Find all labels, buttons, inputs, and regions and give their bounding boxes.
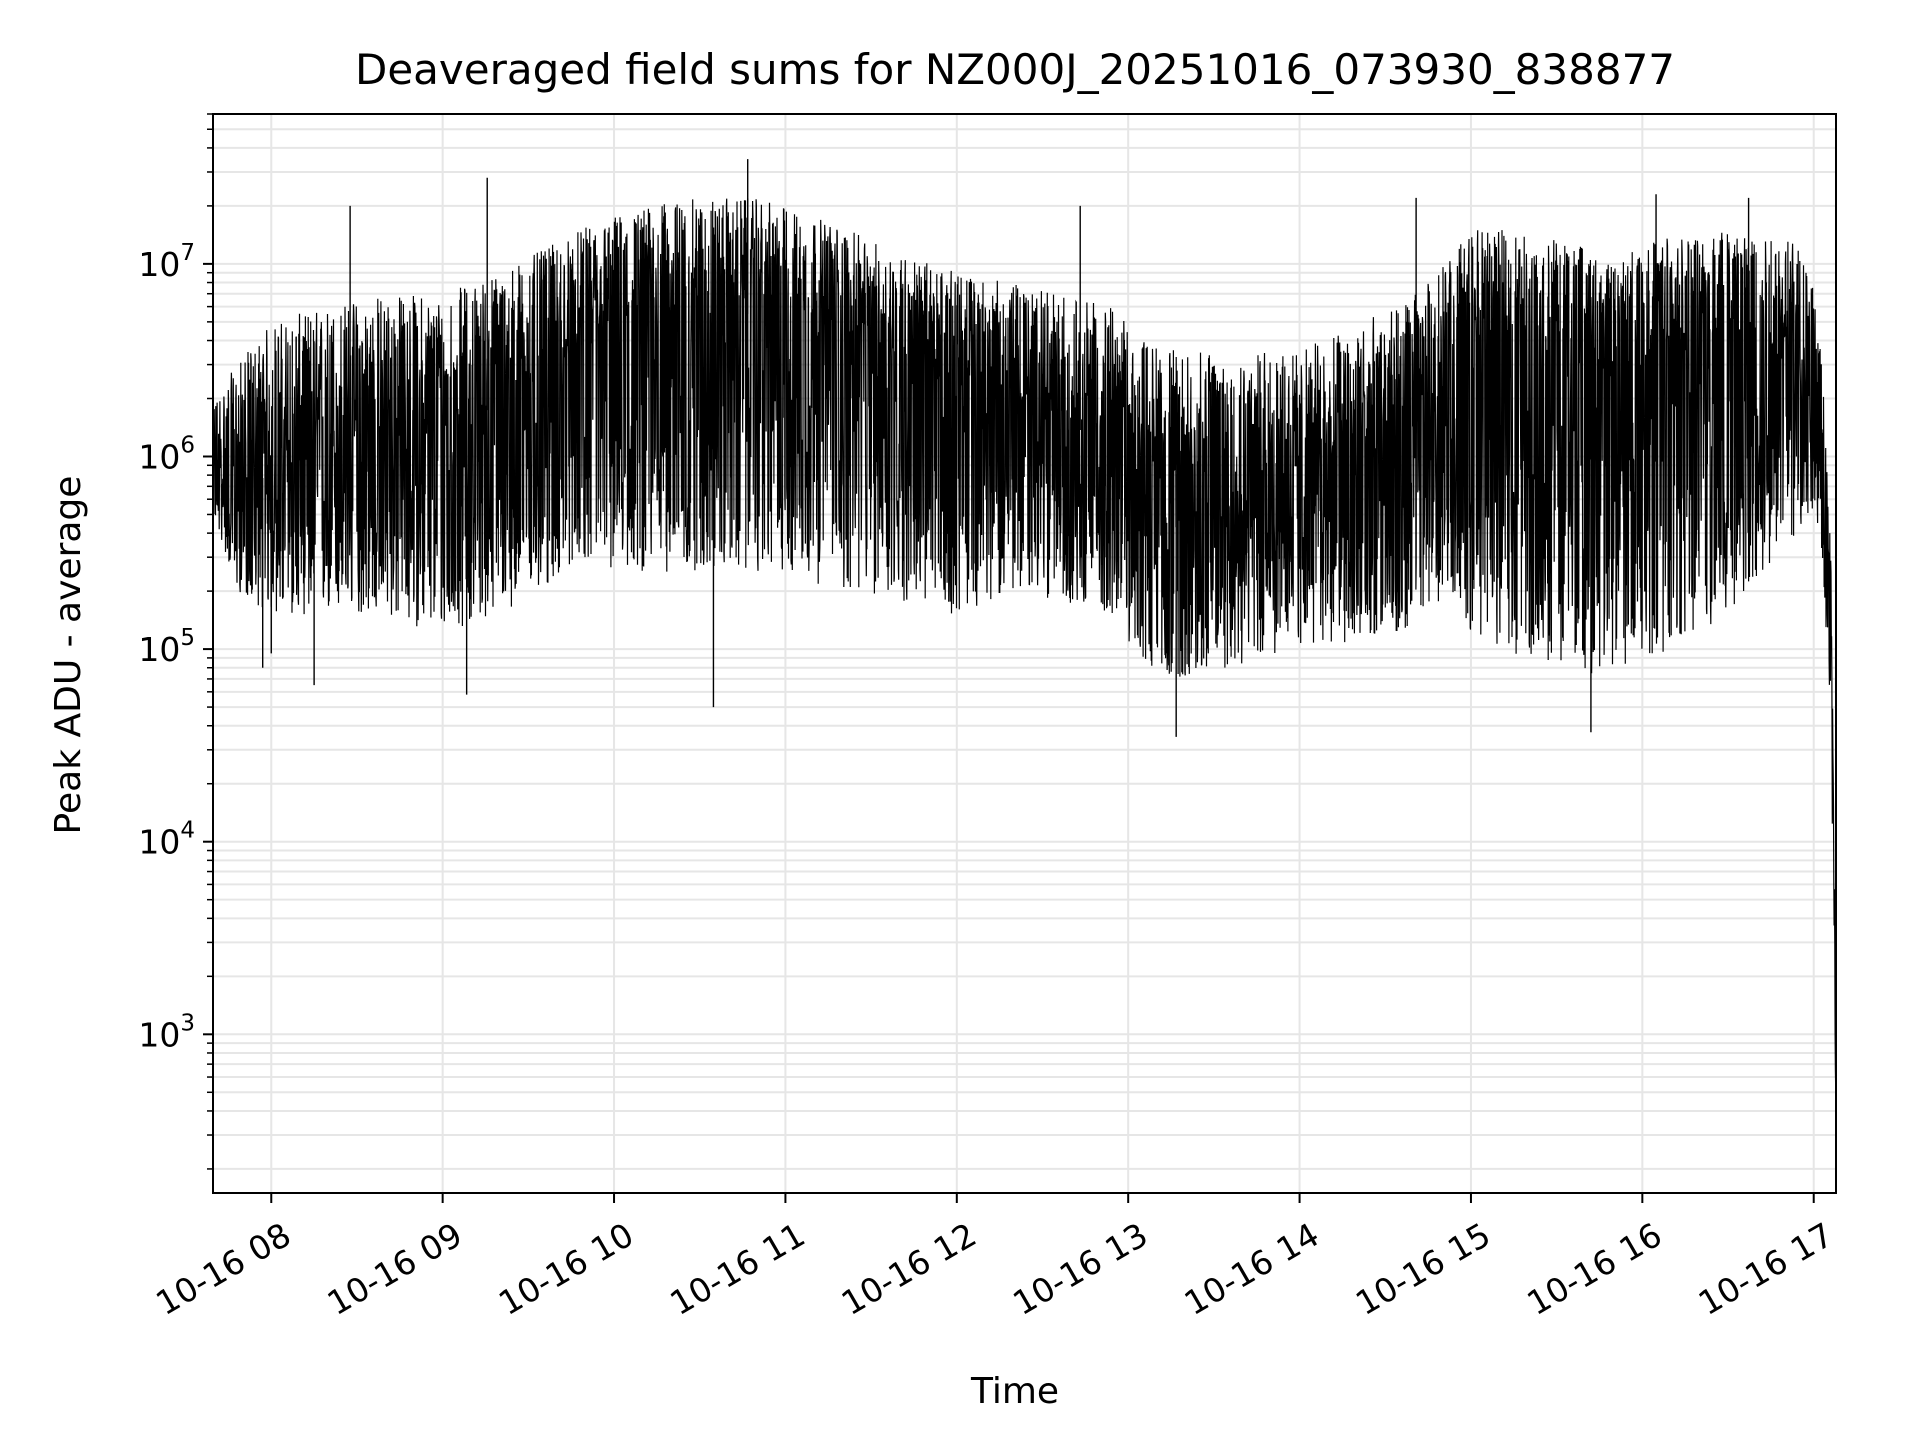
y-axis-label: Peak ADU - average <box>48 476 89 835</box>
chart-title: Deaveraged field sums for NZ000J_2025101… <box>355 45 1675 94</box>
y-tick-label: 104 <box>138 818 195 862</box>
series-line <box>212 198 1837 1136</box>
y-tick-label: 106 <box>138 432 195 476</box>
data-series <box>212 159 1837 1136</box>
plot-frame <box>212 113 1837 1194</box>
y-tick-label: 107 <box>138 240 195 284</box>
y-tick-label: 103 <box>138 1010 195 1054</box>
x-axis-label: Time <box>970 1371 1059 1412</box>
y-tick-label: 105 <box>138 625 195 669</box>
